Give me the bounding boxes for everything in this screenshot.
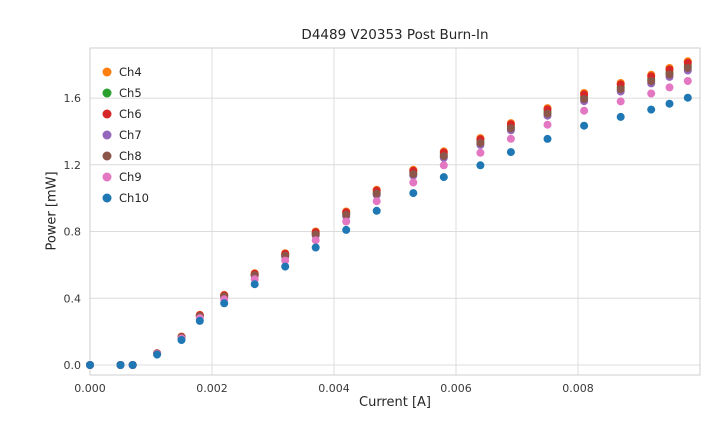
data-point-ch10 [250,280,259,289]
legend-marker-ch6 [102,109,112,119]
data-point-ch8 [665,70,674,79]
data-point-ch9 [580,106,589,115]
data-point-ch8 [543,109,552,118]
data-point-ch10 [372,206,381,215]
chart-title: D4489 V20353 Post Burn-In [301,27,489,43]
data-point-ch8 [580,95,589,104]
legend-marker-ch7 [102,130,112,140]
legend-marker-ch5 [102,88,112,98]
data-point-ch10 [616,112,625,121]
data-point-ch8 [616,85,625,94]
data-point-ch9 [665,83,674,92]
data-point-ch10 [195,316,204,325]
data-point-ch10 [311,243,320,252]
legend-label-ch10: Ch10 [119,191,149,205]
data-point-ch10 [281,262,290,271]
data-point-ch10 [665,99,674,108]
data-point-ch9 [311,236,320,245]
data-point-ch8 [372,189,381,198]
legend-marker-ch8 [102,151,112,161]
data-point-ch9 [439,161,448,170]
x-tick-label: 0.002 [196,382,228,395]
data-point-ch10 [86,361,94,369]
data-point-ch8 [683,64,692,72]
legend-marker-ch9 [102,172,112,182]
data-point-ch8 [439,152,448,161]
data-point-ch9 [647,89,656,98]
y-tick-label: 0.8 [64,226,82,239]
legend-label-ch5: Ch5 [119,86,142,100]
data-point-ch8 [342,210,351,219]
data-point-ch9 [616,97,625,106]
data-point-ch10 [580,121,589,130]
plot-border [89,47,701,376]
data-point-ch9 [683,77,692,85]
data-point-ch10 [543,134,552,143]
x-tick-label: 0.000 [74,382,106,395]
data-point-ch9 [409,178,418,187]
data-point-ch10 [476,161,485,170]
legend: Ch4 Ch5 Ch6 Ch7 Ch8 Ch9 Ch10 [102,65,149,205]
legend-label-ch9: Ch9 [119,170,142,184]
data-point-ch8 [311,230,320,239]
x-tick-label: 0.008 [562,382,594,395]
data-point-ch10 [177,336,186,344]
data-point-ch10 [506,148,515,157]
data-point-ch10 [409,189,418,198]
data-point-ch10 [116,361,125,369]
y-tick-label: 1.6 [64,92,82,105]
x-axis-label: Current [A] [359,395,431,410]
data-point-ch10 [683,93,692,102]
y-tick-label: 1.2 [64,159,82,172]
legend-label-ch6: Ch6 [119,107,142,121]
data-point-ch8 [476,139,485,148]
y-tick-label: 0.4 [64,292,82,305]
data-point-ch9 [506,134,515,143]
data-point-ch10 [153,350,162,359]
data-point-ch9 [342,217,351,226]
data-point-ch10 [220,299,229,308]
x-tick-label: 0.004 [318,382,350,395]
data-point-ch9 [476,148,485,157]
data-point-ch10 [128,361,137,369]
data-point-ch8 [647,77,656,85]
data-point-ch9 [281,256,290,265]
data-point-ch10 [647,105,656,114]
data-point-ch10 [342,225,351,234]
legend-label-ch8: Ch8 [119,149,142,163]
data-point-ch10 [439,173,448,182]
x-tick-label: 0.006 [440,382,472,395]
data-point-ch8 [409,170,418,179]
legend-marker-ch10 [102,193,112,203]
legend-marker-ch4 [102,67,112,77]
legend-label-ch7: Ch7 [119,128,142,142]
data-point-ch9 [543,120,552,129]
y-tick-label: 0.0 [64,359,82,372]
y-axis-label: Power [mW] [44,171,60,251]
data-point-ch8 [506,124,515,133]
data-point-ch9 [372,197,381,206]
legend-label-ch4: Ch4 [119,65,142,79]
